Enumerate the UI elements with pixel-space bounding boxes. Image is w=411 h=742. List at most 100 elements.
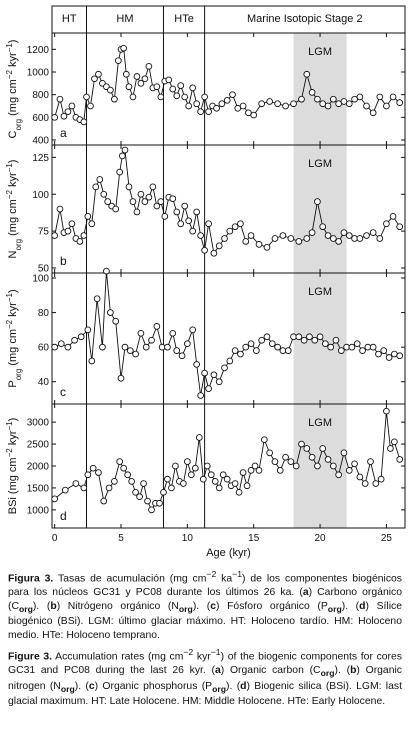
data-point [253, 347, 260, 354]
panel-b: 50 75 100 125 LGM b Norg (mg cm−2 kyr−1) [5, 144, 406, 275]
data-point [266, 98, 273, 105]
data-point [255, 241, 263, 248]
data-point [136, 493, 143, 501]
y-axis-label-part: kyr [7, 430, 19, 448]
data-point [197, 108, 204, 116]
data-point [68, 102, 76, 110]
data-point [287, 235, 295, 242]
data-point [263, 333, 271, 341]
data-point [168, 484, 175, 492]
data-point [205, 220, 212, 228]
data-point [376, 93, 384, 101]
data-point [322, 340, 329, 348]
data-point [111, 477, 118, 485]
data-point [129, 93, 137, 101]
data-point [165, 76, 173, 84]
data-point [213, 104, 220, 112]
y-axis-label-part: −1 [5, 421, 14, 431]
data-point [329, 462, 337, 470]
y-axis-label-part: ) [7, 289, 19, 293]
data-point [314, 95, 321, 103]
data-point [181, 202, 189, 210]
data-point [156, 499, 163, 507]
data-point [92, 183, 100, 191]
data-point [173, 92, 181, 100]
data-point [120, 464, 128, 472]
y-tick-label: 1200 [27, 45, 50, 56]
data-point [137, 329, 145, 337]
y-axis-label-part: (mg cm [7, 79, 19, 119]
data-point [255, 467, 263, 474]
y-axis-label-part: BSi (mg cm [7, 457, 19, 514]
y-axis-label-part: P [7, 380, 19, 387]
data-point [239, 469, 247, 476]
data-point [51, 495, 59, 503]
data-point [95, 469, 102, 476]
data-point [153, 323, 161, 330]
data-point [351, 460, 358, 468]
data-point [324, 102, 332, 110]
data-point [189, 84, 197, 92]
y-axis-label-part: org [14, 239, 23, 251]
data-point [372, 480, 380, 487]
data-point [376, 235, 384, 242]
data-point [64, 343, 72, 351]
data-point [112, 317, 120, 325]
data-point [172, 462, 179, 470]
panel-c: 40 60 80 100 LGM c Porg (mg cm−2 kyr−1) [5, 267, 406, 405]
data-point [100, 190, 108, 198]
data-point [211, 477, 219, 485]
panel-letter: a [60, 126, 67, 140]
data-point [308, 229, 316, 236]
data-point [274, 100, 281, 108]
y-tick-label: 2500 [27, 440, 50, 451]
data-point [126, 347, 134, 354]
data-point [201, 246, 208, 254]
x-tick-label: 10 [182, 533, 194, 544]
data-point [189, 326, 197, 334]
data-point [125, 83, 133, 91]
x-tick-label: 5 [118, 533, 124, 544]
data-point [361, 480, 369, 487]
data-point [356, 93, 364, 101]
data-point [274, 343, 281, 351]
lgm-shading [293, 33, 347, 528]
data-point [231, 223, 239, 231]
panel-letter: c [60, 385, 66, 399]
data-point [189, 227, 197, 235]
data-point [68, 220, 76, 228]
data-point [148, 506, 155, 514]
data-point [125, 183, 133, 191]
lgm-label: LGM [308, 158, 332, 170]
data-point [132, 350, 139, 358]
data-point [157, 93, 165, 101]
data-point [201, 369, 208, 377]
caption-english: Figure 3. Accumulation rates (mg cm−2 ky… [8, 646, 402, 708]
data-point [247, 467, 255, 474]
data-point [195, 434, 203, 441]
y-axis-label-part: org [14, 119, 23, 131]
data-point [298, 95, 305, 103]
data-point [292, 462, 300, 470]
y-axis-label: Norg (mg cm−2 kyr−1) [5, 160, 23, 259]
data-point [137, 190, 145, 198]
data-point [345, 232, 353, 239]
data-point [121, 146, 129, 154]
y-tick-label: 50 [38, 264, 50, 275]
y-tick-label: 100 [32, 274, 49, 285]
data-point [187, 471, 195, 479]
data-point [96, 176, 104, 183]
data-point [319, 223, 327, 231]
lgm-label: LGM [308, 286, 332, 298]
data-point [353, 340, 361, 348]
data-point [303, 70, 311, 78]
data-point [124, 471, 131, 479]
data-point [287, 458, 295, 465]
data-point [210, 249, 218, 257]
data-point [137, 79, 145, 87]
y-tick-label: 2000 [27, 462, 50, 473]
data-point [145, 193, 153, 201]
data-point [218, 100, 226, 108]
data-point [231, 347, 239, 354]
data-point [153, 83, 161, 91]
